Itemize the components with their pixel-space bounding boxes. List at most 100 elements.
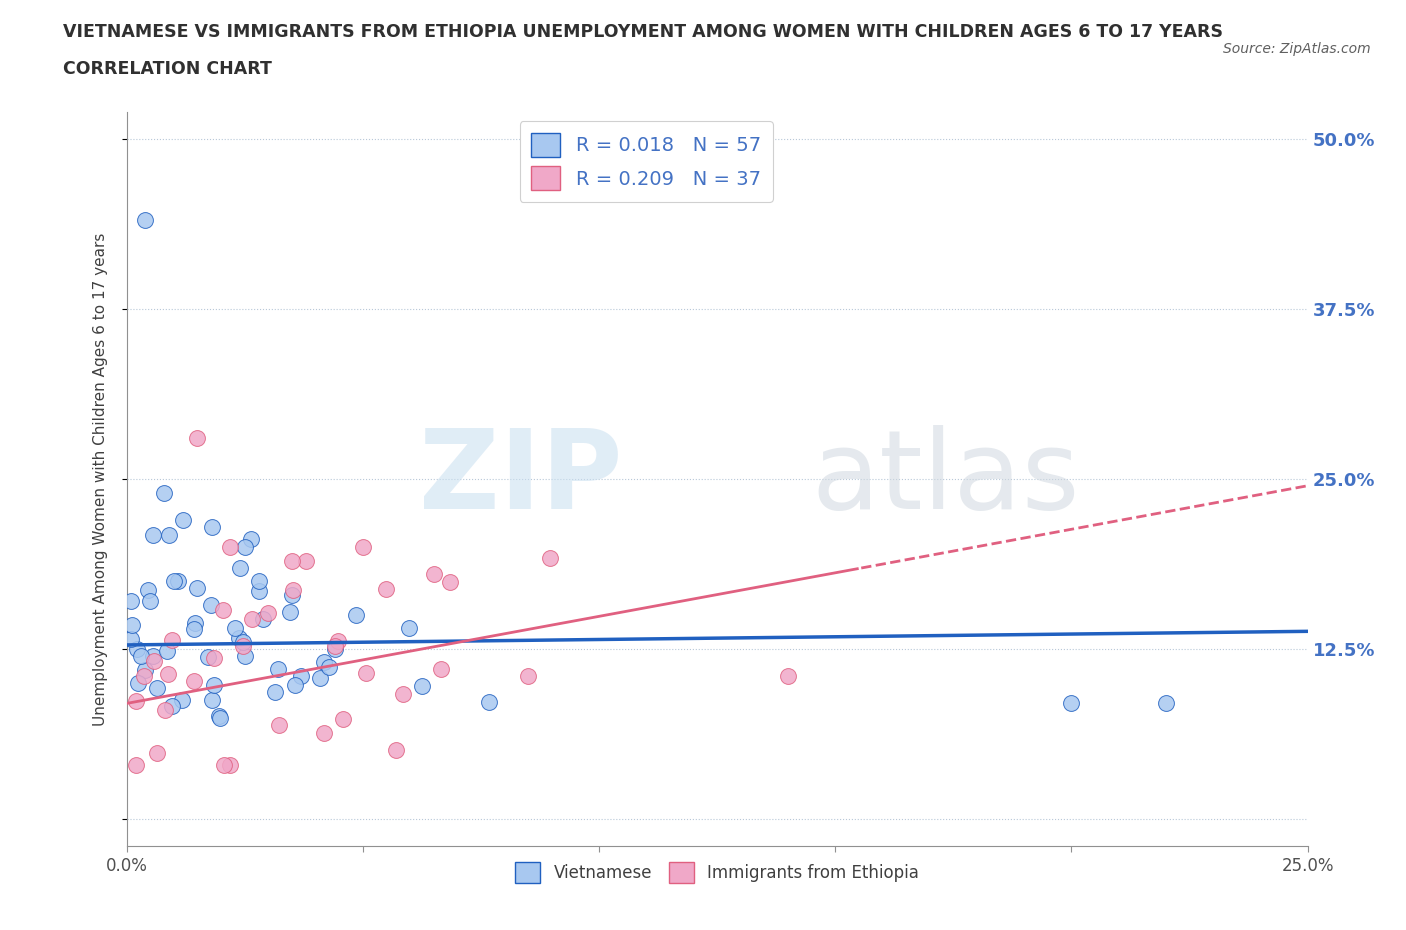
Point: [540, 551, 562, 565]
Point: [127, 675, 149, 690]
Point: [211, 603, 233, 618]
Point: [208, 708, 231, 723]
Point: [200, 597, 222, 612]
Point: [156, 644, 179, 658]
Point: [344, 607, 367, 622]
Point: [267, 718, 290, 733]
Point: [263, 684, 285, 699]
Point: [252, 611, 274, 626]
Point: [229, 561, 252, 576]
Point: [323, 642, 346, 657]
Point: [153, 485, 176, 500]
Point: [155, 702, 177, 717]
Text: ZIP: ZIP: [419, 425, 623, 533]
Point: [517, 669, 540, 684]
Point: [170, 692, 193, 707]
Point: [411, 678, 433, 693]
Point: [212, 757, 235, 772]
Point: [391, 686, 413, 701]
Point: [281, 587, 304, 602]
Point: [323, 638, 346, 653]
Point: [228, 631, 250, 645]
Point: [125, 757, 148, 772]
Point: [157, 528, 180, 543]
Point: [219, 757, 242, 772]
Text: VIETNAMESE VS IMMIGRANTS FROM ETHIOPIA UNEMPLOYMENT AMONG WOMEN WITH CHILDREN AG: VIETNAMESE VS IMMIGRANTS FROM ETHIOPIA U…: [63, 23, 1223, 41]
Point: [1060, 696, 1083, 711]
Point: [184, 616, 207, 631]
Y-axis label: Unemployment Among Women with Children Ages 6 to 17 years: Unemployment Among Women with Children A…: [93, 232, 108, 725]
Point: [283, 583, 305, 598]
Point: [233, 539, 256, 554]
Point: [183, 673, 205, 688]
Point: [127, 642, 149, 657]
Point: [232, 635, 254, 650]
Point: [160, 632, 183, 647]
Point: [314, 655, 336, 670]
Point: [247, 574, 270, 589]
Point: [200, 519, 222, 534]
Point: [308, 671, 330, 686]
Legend: Vietnamese, Immigrants from Ethiopia: Vietnamese, Immigrants from Ethiopia: [509, 856, 925, 889]
Point: [398, 620, 420, 635]
Point: [145, 681, 167, 696]
Point: [233, 649, 256, 664]
Point: [422, 566, 444, 581]
Text: atlas: atlas: [811, 425, 1080, 533]
Point: [1154, 696, 1177, 711]
Point: [186, 431, 208, 445]
Text: CORRELATION CHART: CORRELATION CHART: [63, 60, 273, 78]
Point: [142, 528, 165, 543]
Point: [318, 659, 340, 674]
Point: [146, 745, 169, 760]
Text: Source: ZipAtlas.com: Source: ZipAtlas.com: [1223, 42, 1371, 56]
Point: [219, 539, 242, 554]
Point: [186, 580, 208, 595]
Point: [478, 695, 501, 710]
Point: [197, 649, 219, 664]
Point: [202, 678, 225, 693]
Point: [172, 512, 194, 527]
Point: [312, 725, 335, 740]
Point: [384, 742, 406, 757]
Point: [430, 661, 453, 676]
Point: [439, 575, 461, 590]
Point: [224, 620, 246, 635]
Point: [284, 678, 307, 693]
Point: [163, 574, 186, 589]
Point: [142, 649, 165, 664]
Point: [129, 649, 152, 664]
Point: [776, 669, 799, 684]
Point: [232, 639, 254, 654]
Point: [326, 633, 349, 648]
Point: [139, 594, 162, 609]
Point: [352, 539, 374, 554]
Point: [183, 621, 205, 636]
Point: [200, 693, 222, 708]
Point: [209, 711, 232, 725]
Point: [125, 694, 148, 709]
Point: [281, 553, 304, 568]
Point: [257, 605, 280, 620]
Point: [356, 665, 378, 680]
Point: [160, 698, 183, 713]
Point: [247, 584, 270, 599]
Point: [134, 213, 156, 228]
Point: [202, 651, 225, 666]
Point: [143, 653, 166, 668]
Point: [166, 574, 188, 589]
Point: [374, 582, 396, 597]
Point: [240, 612, 263, 627]
Point: [290, 668, 312, 683]
Point: [278, 604, 301, 619]
Point: [295, 553, 318, 568]
Point: [120, 631, 142, 646]
Point: [134, 669, 156, 684]
Point: [121, 618, 143, 632]
Point: [134, 663, 156, 678]
Point: [120, 593, 142, 608]
Point: [332, 712, 354, 727]
Point: [138, 582, 160, 597]
Point: [157, 666, 180, 681]
Point: [266, 661, 288, 676]
